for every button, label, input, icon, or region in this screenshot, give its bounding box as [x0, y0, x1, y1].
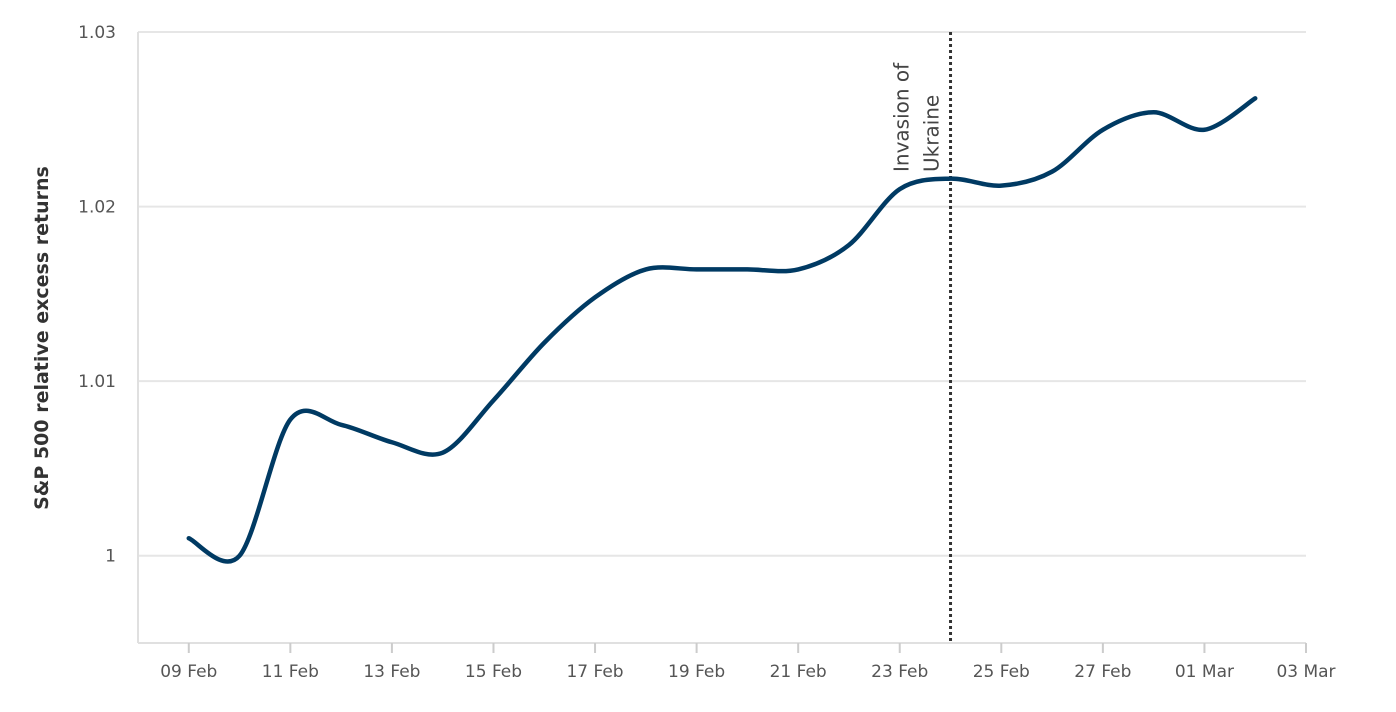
y-tick-label: 1	[105, 547, 116, 567]
y-tick-label: 1.03	[78, 23, 116, 43]
y-tick-label: 1.02	[78, 198, 116, 218]
annotation-text: Invasion of	[890, 62, 914, 172]
x-tick-label: 27 Feb	[1074, 662, 1131, 682]
x-tick-label: 23 Feb	[871, 662, 928, 682]
x-tick-label: 19 Feb	[668, 662, 725, 682]
y-tick-label: 1.01	[78, 372, 116, 392]
x-tick-label: 01 Mar	[1175, 662, 1234, 682]
x-tick-label: 25 Feb	[973, 662, 1030, 682]
x-tick-label: 21 Feb	[770, 662, 827, 682]
x-tick-label: 11 Feb	[262, 662, 319, 682]
x-tick-label: 15 Feb	[465, 662, 522, 682]
line	[186, 96, 1258, 564]
x-tick-label: 03 Mar	[1276, 662, 1335, 682]
x-tick-label: 17 Feb	[566, 662, 623, 682]
y-axis-title: S&P 500 relative excess returns	[31, 166, 53, 510]
x-tick-label: 09 Feb	[160, 662, 217, 682]
x-tick-label: 13 Feb	[363, 662, 420, 682]
annotation-text: Ukraine	[920, 95, 944, 172]
